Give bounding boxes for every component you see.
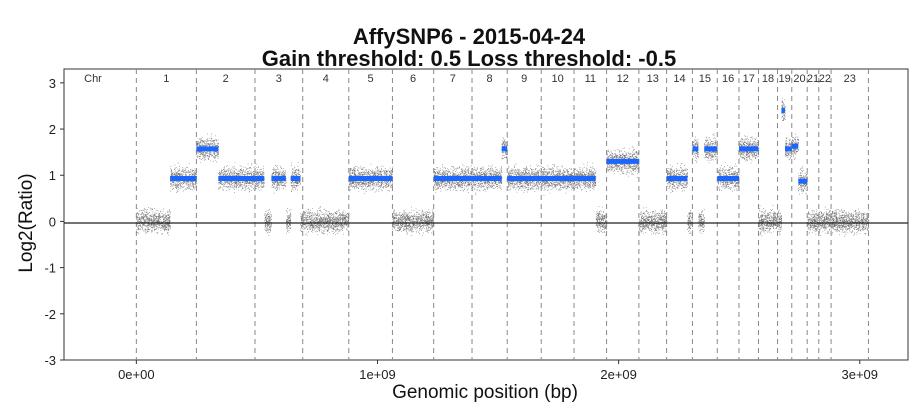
chr-label-22: 22 xyxy=(819,73,831,85)
x-tick-label-1: 1e+09 xyxy=(359,367,396,382)
x-axis-label: Genomic position (bp) xyxy=(392,382,578,403)
chr-label-11: 11 xyxy=(585,73,596,85)
probe-points xyxy=(136,97,870,237)
chr-label-17: 17 xyxy=(743,73,755,85)
y-tick-label-4: -1 xyxy=(44,261,56,276)
chr-label-10: 10 xyxy=(551,73,563,85)
chr-header-label: Chr xyxy=(84,73,102,85)
y-tick-label-0: 3 xyxy=(49,76,56,91)
chr-label-13: 13 xyxy=(647,73,659,85)
y-tick-label-2: 1 xyxy=(49,168,56,183)
chr-label-14: 14 xyxy=(673,73,685,85)
x-tick-label-2: 2e+09 xyxy=(600,367,637,382)
chr-label-1: 1 xyxy=(163,73,169,85)
x-tick-label-3: 3e+09 xyxy=(842,367,879,382)
chr-label-9: 9 xyxy=(521,73,527,85)
x-tick-label-0: 0e+00 xyxy=(118,367,155,382)
chr-label-5: 5 xyxy=(368,73,374,85)
chr-label-19: 19 xyxy=(779,73,791,85)
chr-label-2: 2 xyxy=(223,73,229,85)
y-axis-label: Log2(Ratio) xyxy=(16,173,37,272)
segment-lines xyxy=(170,108,808,184)
probe-point-cloud xyxy=(136,97,870,237)
chr-label-6: 6 xyxy=(410,73,416,85)
plot-border xyxy=(63,68,909,361)
chr-label-15: 15 xyxy=(699,73,711,85)
plot-panel xyxy=(63,68,909,361)
chr-label-18: 18 xyxy=(762,73,774,85)
chart-title: AffySNP6 - 2015-04-24 xyxy=(353,24,586,49)
chr-label-7: 7 xyxy=(450,73,456,85)
y-tick-label-5: -2 xyxy=(44,307,56,322)
chr-label-3: 3 xyxy=(276,73,282,85)
y-tick-label-3: 0 xyxy=(49,214,56,229)
y-axis: 3 2 1 0 -1 -2 -3 xyxy=(44,76,64,368)
chromosome-dividers xyxy=(135,69,869,360)
chr-label-20: 20 xyxy=(793,73,805,85)
chr-label-4: 4 xyxy=(323,73,329,85)
chr-label-21: 21 xyxy=(807,73,819,85)
x-axis: 0e+00 1e+09 2e+09 3e+09 xyxy=(118,360,878,382)
chr-label-16: 16 xyxy=(722,73,734,85)
y-tick-label-6: -3 xyxy=(44,353,56,368)
chr-label-8: 8 xyxy=(487,73,493,85)
chart-subtitle: Gain threshold: 0.5 Loss threshold: -0.5 xyxy=(262,46,676,71)
chr-label-23: 23 xyxy=(844,73,856,85)
chromosome-labels: 1 2 3 4 5 6 7 8 9 10 11 12 13 14 15 16 17 18 19 20 21 22 23 xyxy=(163,73,856,85)
y-tick-label-1: 2 xyxy=(49,122,56,137)
chr-label-12: 12 xyxy=(617,73,629,85)
